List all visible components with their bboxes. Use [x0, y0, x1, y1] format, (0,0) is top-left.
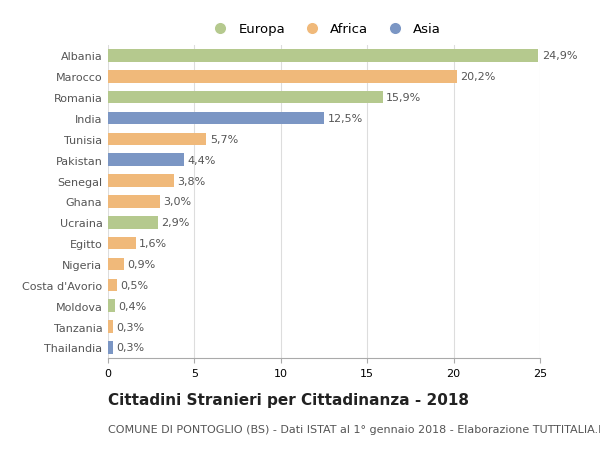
- Text: COMUNE DI PONTOGLIO (BS) - Dati ISTAT al 1° gennaio 2018 - Elaborazione TUTTITAL: COMUNE DI PONTOGLIO (BS) - Dati ISTAT al…: [108, 425, 600, 435]
- Bar: [108, 133, 206, 146]
- Text: 0,3%: 0,3%: [116, 342, 145, 353]
- Bar: [108, 258, 124, 271]
- Bar: [108, 237, 136, 250]
- Bar: [108, 50, 538, 62]
- Text: 2,9%: 2,9%: [161, 218, 190, 228]
- Bar: [108, 217, 158, 229]
- Text: 3,0%: 3,0%: [163, 197, 191, 207]
- Bar: [108, 175, 173, 187]
- Bar: [108, 92, 383, 104]
- Bar: [108, 112, 324, 125]
- Text: 15,9%: 15,9%: [386, 93, 421, 103]
- Text: 0,3%: 0,3%: [116, 322, 145, 332]
- Bar: [108, 279, 116, 291]
- Text: 5,7%: 5,7%: [210, 134, 238, 145]
- Bar: [108, 154, 184, 167]
- Text: 12,5%: 12,5%: [328, 114, 363, 124]
- Text: 0,5%: 0,5%: [120, 280, 148, 290]
- Text: 0,4%: 0,4%: [118, 301, 146, 311]
- Text: 24,9%: 24,9%: [542, 51, 577, 62]
- Text: Cittadini Stranieri per Cittadinanza - 2018: Cittadini Stranieri per Cittadinanza - 2…: [108, 392, 469, 408]
- Text: 4,4%: 4,4%: [187, 155, 216, 165]
- Bar: [108, 300, 115, 312]
- Text: 1,6%: 1,6%: [139, 239, 167, 249]
- Legend: Europa, Africa, Asia: Europa, Africa, Asia: [202, 18, 446, 42]
- Bar: [108, 71, 457, 84]
- Text: 20,2%: 20,2%: [461, 72, 496, 82]
- Bar: [108, 196, 160, 208]
- Bar: [108, 320, 113, 333]
- Text: 3,8%: 3,8%: [177, 176, 205, 186]
- Text: 0,9%: 0,9%: [127, 259, 155, 269]
- Bar: [108, 341, 113, 354]
